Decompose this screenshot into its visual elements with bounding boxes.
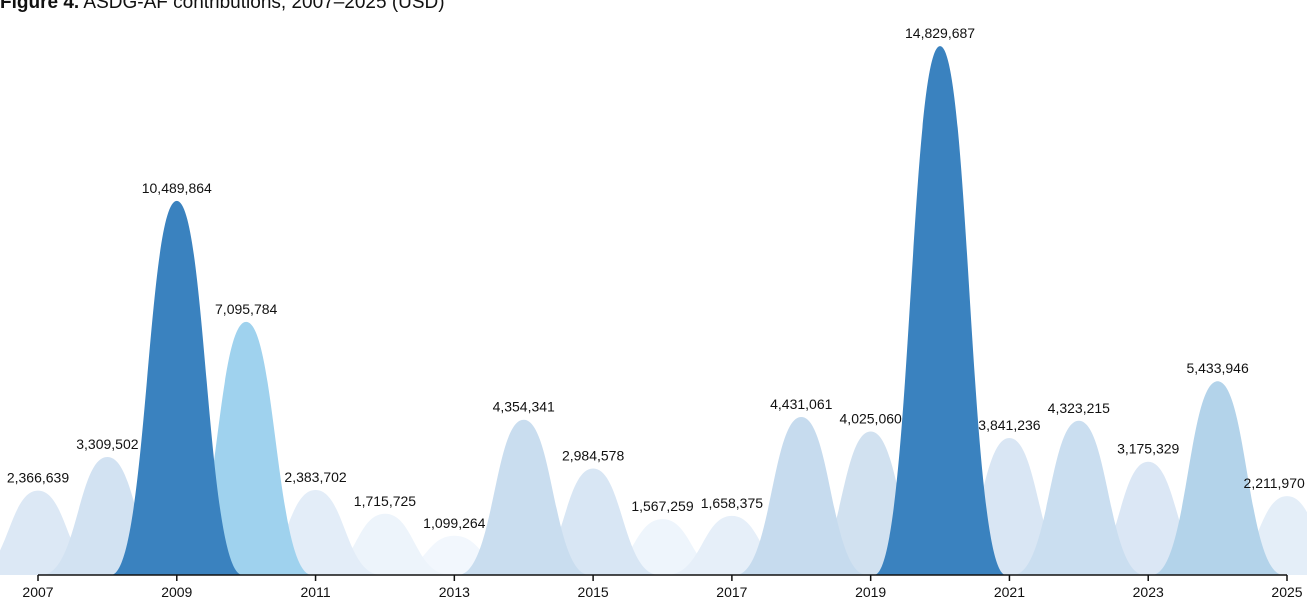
x-tick-label-2009: 2009 bbox=[161, 584, 192, 600]
x-tick-label-2023: 2023 bbox=[1133, 584, 1164, 600]
value-label-2013: 1,099,264 bbox=[423, 515, 485, 531]
area-2009 bbox=[110, 200, 243, 575]
value-label-2017: 1,658,375 bbox=[701, 495, 763, 511]
area-2022 bbox=[1012, 420, 1145, 575]
value-labels: 2,366,639 3,309,502 10,489,864 7,095,784 2,3… bbox=[7, 25, 1305, 531]
value-label-2016: 1,567,259 bbox=[631, 498, 693, 514]
value-label-2018: 4,431,061 bbox=[770, 396, 832, 412]
chart-title: Figure 4. ASDG-AF contributions, 2007–20… bbox=[0, 0, 445, 14]
x-tick-label-2013: 2013 bbox=[439, 584, 470, 600]
value-label-2024: 5,433,946 bbox=[1186, 360, 1248, 376]
x-tick-label-2015: 2015 bbox=[578, 584, 609, 600]
value-label-2022: 4,323,215 bbox=[1048, 400, 1110, 416]
value-label-2008: 3,309,502 bbox=[76, 436, 138, 452]
value-label-2020: 14,829,687 bbox=[905, 25, 975, 41]
x-tick-label-2025: 2025 bbox=[1271, 584, 1302, 600]
value-label-2012: 1,715,725 bbox=[354, 493, 416, 509]
value-label-2023: 3,175,329 bbox=[1117, 441, 1179, 457]
value-label-2025: 2,211,970 bbox=[1244, 475, 1305, 491]
x-tick-label-2011: 2011 bbox=[301, 584, 331, 600]
area-series bbox=[0, 46, 1307, 575]
value-label-2009: 10,489,864 bbox=[142, 180, 212, 196]
area-2018 bbox=[735, 416, 868, 575]
area-2025 bbox=[1221, 496, 1307, 575]
value-label-2010: 7,095,784 bbox=[215, 301, 277, 317]
x-tick-label-2019: 2019 bbox=[855, 584, 886, 600]
value-label-2019: 4,025,060 bbox=[840, 410, 902, 426]
value-label-2015: 2,984,578 bbox=[562, 448, 624, 464]
value-label-2007: 2,366,639 bbox=[7, 470, 69, 486]
x-tick-label-2007: 2007 bbox=[22, 584, 53, 600]
x-tick-label-2021: 2021 bbox=[994, 584, 1025, 600]
value-label-2011: 2,383,702 bbox=[284, 469, 346, 485]
area-2007 bbox=[0, 490, 104, 575]
value-label-2021: 3,841,236 bbox=[978, 417, 1040, 433]
area-2020 bbox=[874, 46, 1006, 575]
area-2014 bbox=[457, 419, 590, 575]
x-tick-label-2017: 2017 bbox=[716, 584, 747, 600]
chart-title-text: ASDG-AF contributions, 2007–2025 (USD) bbox=[83, 0, 445, 13]
value-label-2014: 4,354,341 bbox=[493, 399, 555, 415]
figure-number: Figure 4. bbox=[0, 0, 80, 13]
x-axis: 2007 2009 2011 2013 2015 2017 2019 2021 2023 2025 bbox=[22, 574, 1303, 600]
area-2024 bbox=[1151, 381, 1284, 575]
